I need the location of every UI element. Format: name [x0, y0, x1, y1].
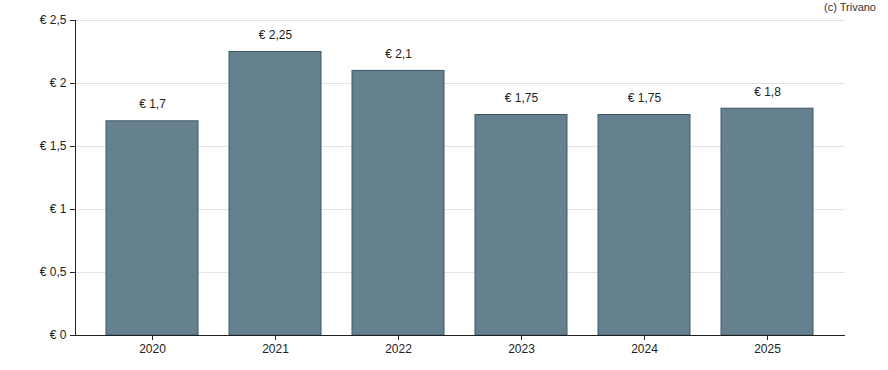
svg-text:2021: 2021	[262, 342, 289, 356]
svg-text:€ 0: € 0	[50, 328, 67, 342]
svg-text:€ 1: € 1	[50, 202, 67, 216]
svg-text:2022: 2022	[385, 342, 412, 356]
svg-text:2020: 2020	[139, 342, 166, 356]
svg-text:€ 1,7: € 1,7	[139, 97, 166, 111]
svg-text:€ 1,75: € 1,75	[505, 91, 539, 105]
svg-text:2023: 2023	[508, 342, 535, 356]
svg-text:€ 1,75: € 1,75	[628, 91, 662, 105]
svg-text:€ 1,8: € 1,8	[754, 85, 781, 99]
html-text:(c) Trivano: (c) Trivano	[824, 1, 876, 13]
svg-text:€ 2,5: € 2,5	[40, 13, 67, 27]
svg-text:2025: 2025	[754, 342, 781, 356]
svg-text:€ 2: € 2	[50, 76, 67, 90]
svg-text:€ 1,5: € 1,5	[40, 139, 67, 153]
svg-text:€ 2,1: € 2,1	[385, 47, 412, 61]
svg-text:2024: 2024	[631, 342, 658, 356]
svg-text:€ 0,5: € 0,5	[40, 265, 67, 279]
svg-text:€ 2,25: € 2,25	[259, 28, 293, 42]
